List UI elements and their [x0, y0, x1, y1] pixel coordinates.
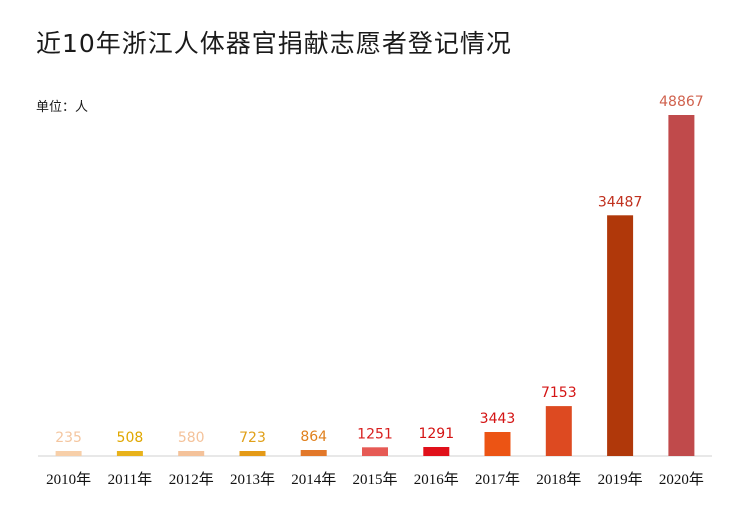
x-tick-label-2012年: 2012年	[169, 471, 214, 488]
data-label-2019年: 34487	[598, 194, 643, 210]
bar-2019年	[607, 215, 634, 456]
bar-2010年	[55, 451, 82, 456]
data-label-2010年: 235	[55, 430, 82, 446]
x-tick-label-2018年: 2018年	[536, 471, 581, 488]
bar-2012年	[178, 451, 205, 456]
data-label-2016年: 1291	[418, 426, 454, 442]
x-tick-label-2011年: 2011年	[108, 471, 152, 488]
chart-title: 近10年浙江人体器官捐献志愿者登记情况	[36, 29, 512, 58]
x-tick-label-2015年: 2015年	[352, 471, 397, 488]
data-label-2020年: 48867	[659, 94, 704, 110]
x-tick-label-2016年: 2016年	[414, 471, 459, 488]
data-label-2015年: 1251	[357, 426, 393, 442]
data-label-2014年: 864	[300, 429, 327, 445]
bar-2015年	[362, 447, 388, 456]
data-label-2012年: 580	[178, 430, 205, 446]
data-label-2018年: 7153	[541, 385, 577, 401]
bar-2013年	[239, 451, 266, 456]
unit-label: 单位：人	[36, 100, 89, 115]
x-tick-label-2020年: 2020年	[659, 471, 704, 488]
data-labels-group: 235 508 580 723 864 1251 1291 3443 7153 34487 4886…	[55, 94, 703, 446]
data-label-2013年: 723	[239, 430, 266, 446]
data-label-2011年: 508	[117, 430, 144, 446]
x-tick-label-2010年: 2010年	[46, 471, 91, 488]
x-tick-label-2019年: 2019年	[598, 471, 643, 488]
bar-2016年	[423, 447, 450, 456]
x-tick-label-2017年: 2017年	[475, 471, 520, 488]
data-label-2017年: 3443	[480, 411, 516, 427]
bar-2014年	[300, 450, 327, 456]
x-tick-labels-group: 2010年 2011年 2012年 2013年 2014年 2015年 2016年 2017年…	[46, 471, 704, 488]
bar-2011年	[116, 451, 143, 456]
bars-group	[55, 115, 695, 456]
x-tick-label-2014年: 2014年	[291, 471, 336, 488]
bar-2020年	[668, 115, 695, 456]
bar-2017年	[484, 432, 511, 456]
bar-2018年	[545, 406, 572, 456]
x-tick-label-2013年: 2013年	[230, 471, 275, 488]
